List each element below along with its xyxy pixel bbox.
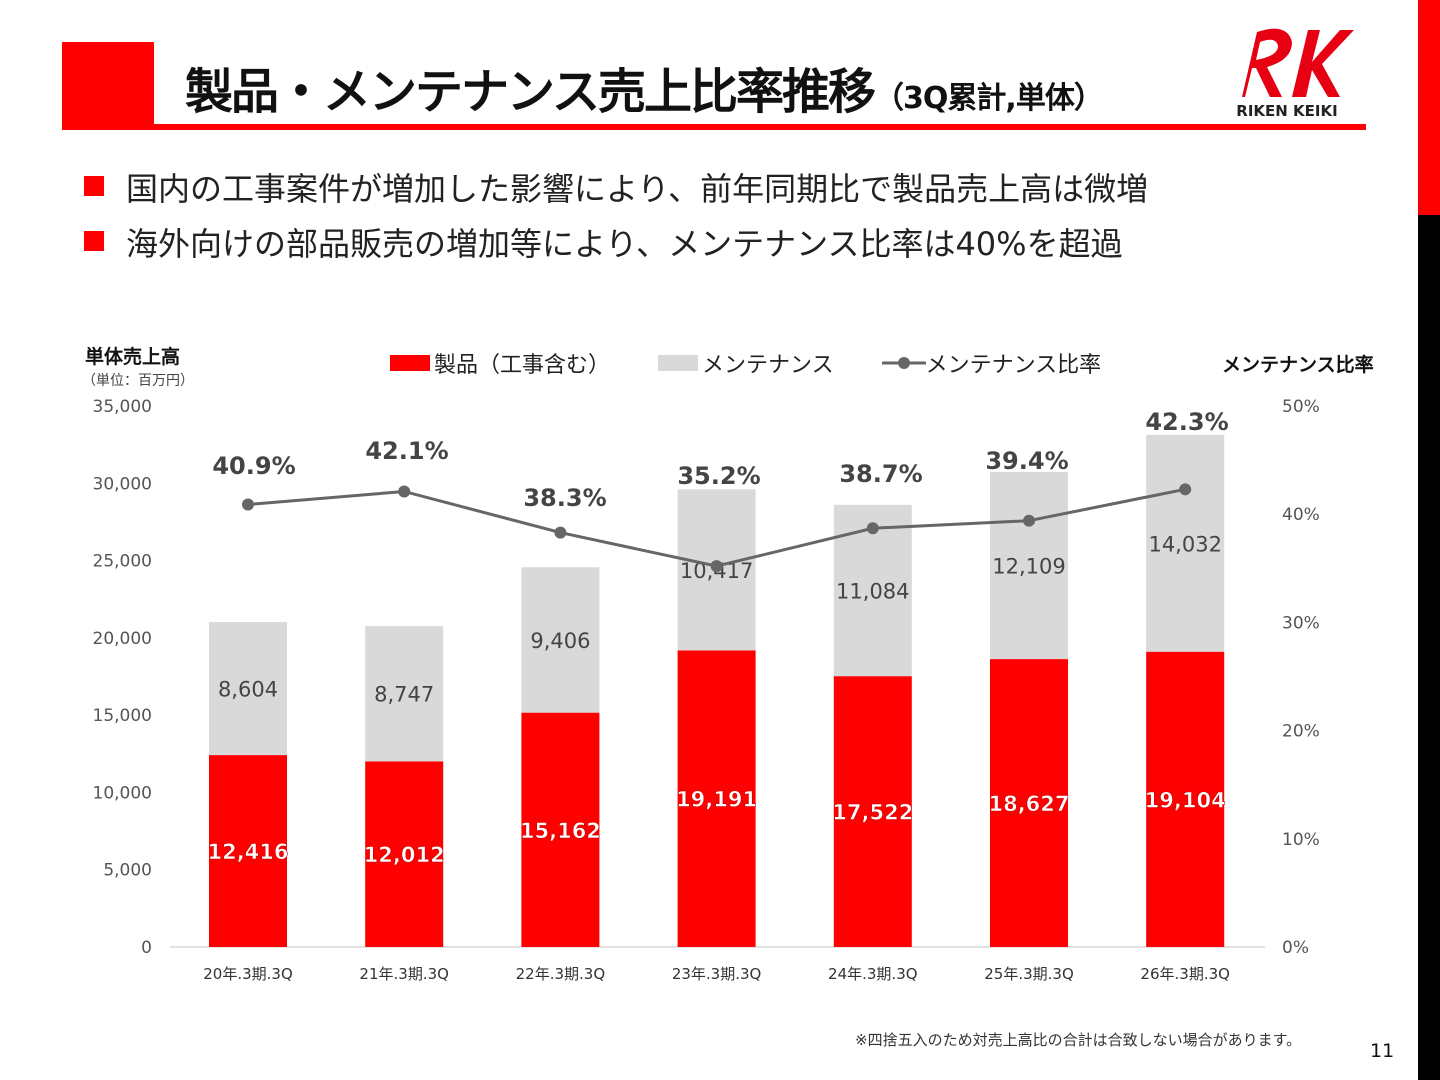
legend-item-maintenance: メンテナンス <box>658 347 834 379</box>
legend-swatch <box>390 355 430 371</box>
bullet-item: 国内の工事案件が増加した影響により、前年同期比で製品売上高は微増 <box>84 164 1148 210</box>
legend-label: メンテナンス <box>702 353 834 378</box>
y-left-tick-label: 5,000 <box>103 861 152 881</box>
y-right-tick-label: 40% <box>1282 505 1320 525</box>
legend-line-marker-icon <box>881 357 926 369</box>
y-left-tick-label: 25,000 <box>93 552 152 572</box>
y-left-unit: （単位：百万円） <box>82 373 194 389</box>
bullet-square-icon <box>84 231 104 251</box>
data-label-ratio: 35.2% <box>677 462 760 490</box>
x-tick-label: 23年.3期.3Q <box>672 965 762 983</box>
ratio-point <box>554 526 567 539</box>
footnote: ※四捨五入のため対売上高比の合計は合致しない場合があります。 <box>855 1031 1302 1049</box>
legend-swatch <box>658 355 699 371</box>
title-underline <box>62 124 1366 130</box>
bar-product <box>677 650 756 947</box>
x-tick-label: 20年.3期.3Q <box>203 965 293 983</box>
bar-product <box>990 659 1068 947</box>
bar-maintenance <box>365 626 444 762</box>
data-label-ratio: 42.1% <box>365 437 448 465</box>
riken-keiki-logo: RIKEN KEIKI <box>1236 28 1354 120</box>
legend-label: メンテナンス比率 <box>925 353 1102 378</box>
title-accent-block <box>62 42 154 130</box>
bar-maintenance <box>209 622 287 756</box>
ratio-point <box>1023 514 1035 527</box>
legend-label: 製品（工事含む） <box>434 353 611 378</box>
x-tick-label: 25年.3期.3Q <box>984 965 1074 983</box>
ratio-point <box>1179 483 1192 496</box>
y-left-tick-label: 20,000 <box>93 629 152 649</box>
bar-product <box>833 676 912 947</box>
data-label-product: 19,191 <box>676 788 757 812</box>
data-label-product: 17,522 <box>832 801 913 825</box>
x-tick-label: 24年.3期.3Q <box>828 965 918 983</box>
bar-product <box>1146 651 1225 947</box>
bullet-square-icon <box>84 176 104 196</box>
data-label-product: 15,162 <box>520 819 601 843</box>
title-sub: （3Q累計,単体） <box>874 81 1104 116</box>
y-left-title: 単体売上高 <box>85 346 181 368</box>
data-label-maintenance: 9,406 <box>530 629 590 653</box>
y-right-tick-label: 50% <box>1282 397 1320 417</box>
data-label-product: 18,627 <box>988 792 1069 816</box>
data-label-ratio: 39.4% <box>985 447 1068 475</box>
y-left-tick-label: 35,000 <box>93 397 152 417</box>
data-label-product: 12,416 <box>207 840 288 864</box>
legend-item-ratio: メンテナンス比率 <box>881 347 1102 379</box>
bar-product <box>209 755 287 947</box>
data-label-ratio: 40.9% <box>212 452 295 480</box>
chart-legend: 製品（工事含む） メンテナンス メンテナンス比率 <box>390 347 1149 379</box>
title-main: 製品・メンテナンス売上比率推移 <box>185 64 876 120</box>
data-label-product: 19,104 <box>1145 788 1226 812</box>
data-label-maintenance: 12,109 <box>992 554 1065 578</box>
data-label-maintenance: 8,747 <box>374 683 434 707</box>
bullet-item: 海外向けの部品販売の増加等により、メンテナンス比率は40%を超過 <box>84 219 1123 265</box>
bar-product <box>521 712 600 947</box>
y-left-tick-label: 15,000 <box>93 706 152 726</box>
legend-item-product: 製品（工事含む） <box>390 347 610 379</box>
bullet-text: 国内の工事案件が増加した影響により、前年同期比で製品売上高は微増 <box>126 170 1149 208</box>
y-right-title: メンテナンス比率 <box>1222 354 1374 376</box>
page-number: 11 <box>1370 1040 1395 1062</box>
page-title: 製品・メンテナンス売上比率推移（3Q累計,単体） <box>185 52 1104 122</box>
y-right-tick-label: 0% <box>1282 938 1309 958</box>
y-right-tick-label: 30% <box>1282 613 1320 633</box>
data-label-product: 12,012 <box>364 843 445 867</box>
side-accent-black <box>1418 215 1440 1080</box>
data-label-maintenance: 11,084 <box>836 579 909 603</box>
y-right-tick-label: 20% <box>1282 722 1320 742</box>
bar-product <box>365 761 444 947</box>
ratio-point <box>710 560 723 573</box>
data-label-maintenance: 14,032 <box>1148 532 1221 556</box>
bar-maintenance <box>990 471 1068 660</box>
x-tick-label: 26年.3期.3Q <box>1140 965 1230 983</box>
logo-text: RIKEN KEIKI <box>1236 102 1337 120</box>
x-tick-label: 21年.3期.3Q <box>359 965 449 983</box>
data-label-ratio: 42.3% <box>1145 408 1228 436</box>
bar-maintenance <box>1146 434 1225 652</box>
y-right-tick-label: 10% <box>1282 830 1320 850</box>
data-label-maintenance: 8,604 <box>218 678 278 702</box>
y-left-tick-label: 10,000 <box>93 783 152 803</box>
data-label-ratio: 38.7% <box>839 460 922 488</box>
bar-maintenance <box>521 567 600 713</box>
y-left-tick-label: 30,000 <box>93 474 152 494</box>
data-label-ratio: 38.3% <box>523 484 606 512</box>
ratio-point <box>242 498 254 511</box>
ratio-point <box>398 485 411 498</box>
ratio-point <box>866 522 879 535</box>
x-tick-label: 22年.3期.3Q <box>516 965 606 983</box>
y-left-tick-label: 0 <box>141 938 152 958</box>
side-accent-red <box>1418 0 1440 215</box>
bullet-text: 海外向けの部品販売の増加等により、メンテナンス比率は40%を超過 <box>126 225 1123 263</box>
